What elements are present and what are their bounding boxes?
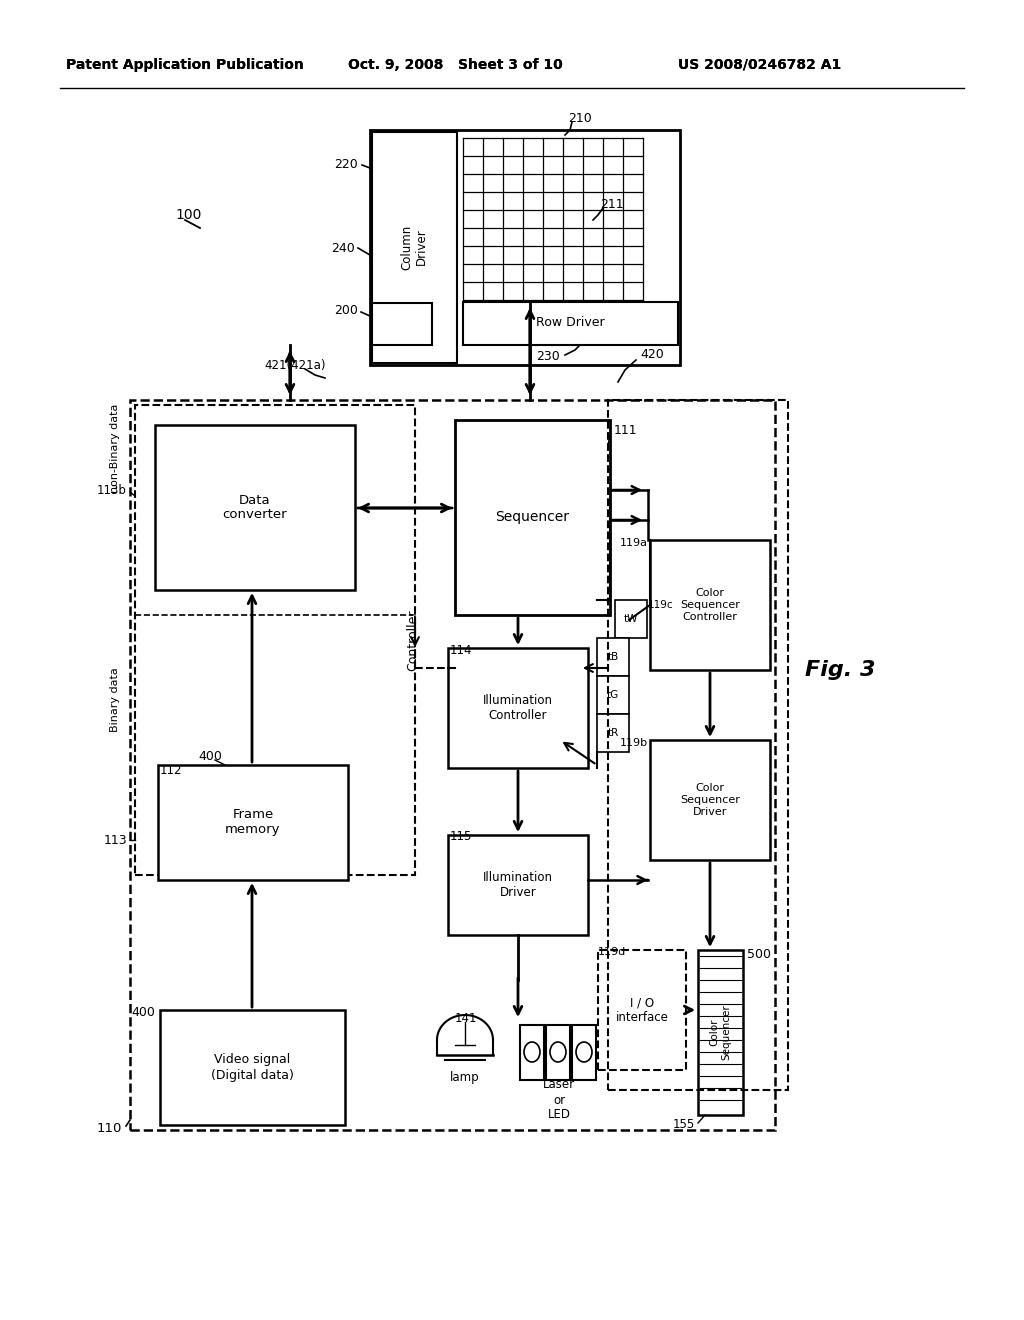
Text: Patent Application Publication: Patent Application Publication bbox=[67, 58, 304, 73]
Bar bbox=[130, 400, 775, 1130]
Text: I / O
interface: I / O interface bbox=[615, 997, 669, 1024]
Text: 112: 112 bbox=[160, 763, 182, 776]
Bar bbox=[135, 405, 415, 875]
Text: Illumination
Driver: Illumination Driver bbox=[483, 871, 553, 899]
Text: 111: 111 bbox=[614, 424, 638, 437]
Text: Oct. 9, 2008   Sheet 3 of 10: Oct. 9, 2008 Sheet 3 of 10 bbox=[347, 58, 562, 73]
Text: Data
converter: Data converter bbox=[222, 494, 288, 521]
Bar bbox=[449, 836, 588, 935]
Text: 420: 420 bbox=[640, 348, 664, 362]
Text: 100: 100 bbox=[175, 209, 202, 222]
Text: 155: 155 bbox=[673, 1118, 695, 1131]
Text: Controller: Controller bbox=[407, 610, 420, 671]
Text: Binary data: Binary data bbox=[110, 668, 120, 733]
Text: 500: 500 bbox=[746, 949, 771, 961]
Text: Laser
or
LED: Laser or LED bbox=[543, 1078, 575, 1122]
Text: tR: tR bbox=[607, 729, 618, 738]
Bar bbox=[650, 540, 770, 671]
Text: 220: 220 bbox=[334, 158, 358, 172]
Text: 110: 110 bbox=[96, 1122, 122, 1134]
Text: 141: 141 bbox=[455, 1011, 477, 1024]
Text: 113: 113 bbox=[103, 833, 127, 846]
Text: non-Binary data: non-Binary data bbox=[110, 404, 120, 492]
Text: 114: 114 bbox=[450, 644, 472, 656]
Bar bbox=[597, 676, 629, 714]
Text: Fig. 3: Fig. 3 bbox=[805, 660, 876, 680]
Text: 119b: 119b bbox=[620, 738, 648, 748]
Text: 200: 200 bbox=[334, 304, 358, 317]
Bar bbox=[572, 1026, 596, 1080]
Bar bbox=[463, 302, 678, 345]
Text: 119a: 119a bbox=[620, 539, 648, 548]
Text: Oct. 9, 2008   Sheet 3 of 10: Oct. 9, 2008 Sheet 3 of 10 bbox=[347, 58, 562, 73]
Text: Color
Sequencer
Controller: Color Sequencer Controller bbox=[680, 589, 740, 622]
Text: Sequencer: Sequencer bbox=[496, 511, 569, 524]
Bar bbox=[608, 400, 788, 1090]
Text: 230: 230 bbox=[537, 351, 560, 363]
Bar bbox=[372, 132, 457, 363]
Bar bbox=[370, 129, 680, 366]
Text: Frame
memory: Frame memory bbox=[225, 808, 281, 837]
Text: 210: 210 bbox=[568, 111, 592, 124]
Text: US 2008/0246782 A1: US 2008/0246782 A1 bbox=[678, 58, 842, 73]
Bar bbox=[158, 766, 348, 880]
Text: tW: tW bbox=[624, 614, 638, 624]
Bar bbox=[520, 1026, 544, 1080]
Text: tB: tB bbox=[607, 652, 618, 663]
Bar bbox=[455, 420, 610, 615]
Text: tG: tG bbox=[607, 690, 620, 700]
Text: 400: 400 bbox=[198, 751, 222, 763]
Bar bbox=[372, 304, 432, 345]
Text: US 2008/0246782 A1: US 2008/0246782 A1 bbox=[678, 58, 842, 73]
Text: 240: 240 bbox=[331, 242, 355, 255]
Text: 119d: 119d bbox=[598, 946, 627, 957]
Text: 211: 211 bbox=[600, 198, 624, 211]
Bar bbox=[449, 648, 588, 768]
Text: Color
Sequencer
Driver: Color Sequencer Driver bbox=[680, 783, 740, 817]
Bar bbox=[546, 1026, 570, 1080]
Bar bbox=[155, 425, 355, 590]
Text: Column
Driver: Column Driver bbox=[400, 224, 428, 269]
Text: lamp: lamp bbox=[451, 1072, 480, 1085]
Text: Row Driver: Row Driver bbox=[536, 317, 604, 330]
Text: Patent Application Publication: Patent Application Publication bbox=[67, 58, 304, 73]
Text: Illumination
Controller: Illumination Controller bbox=[483, 694, 553, 722]
Bar bbox=[650, 741, 770, 861]
Bar bbox=[597, 638, 629, 676]
Text: 400: 400 bbox=[131, 1006, 155, 1019]
Bar bbox=[597, 714, 629, 752]
Bar bbox=[698, 950, 743, 1115]
Text: 421(421a): 421(421a) bbox=[264, 359, 326, 371]
Text: Color
Sequencer: Color Sequencer bbox=[710, 1005, 731, 1060]
Bar bbox=[598, 950, 686, 1071]
Text: 119c: 119c bbox=[648, 601, 674, 610]
Text: 113b: 113b bbox=[97, 483, 127, 496]
Text: 115: 115 bbox=[450, 830, 472, 843]
Bar bbox=[160, 1010, 345, 1125]
Text: Video signal
(Digital data): Video signal (Digital data) bbox=[211, 1053, 294, 1081]
Bar bbox=[615, 601, 647, 638]
